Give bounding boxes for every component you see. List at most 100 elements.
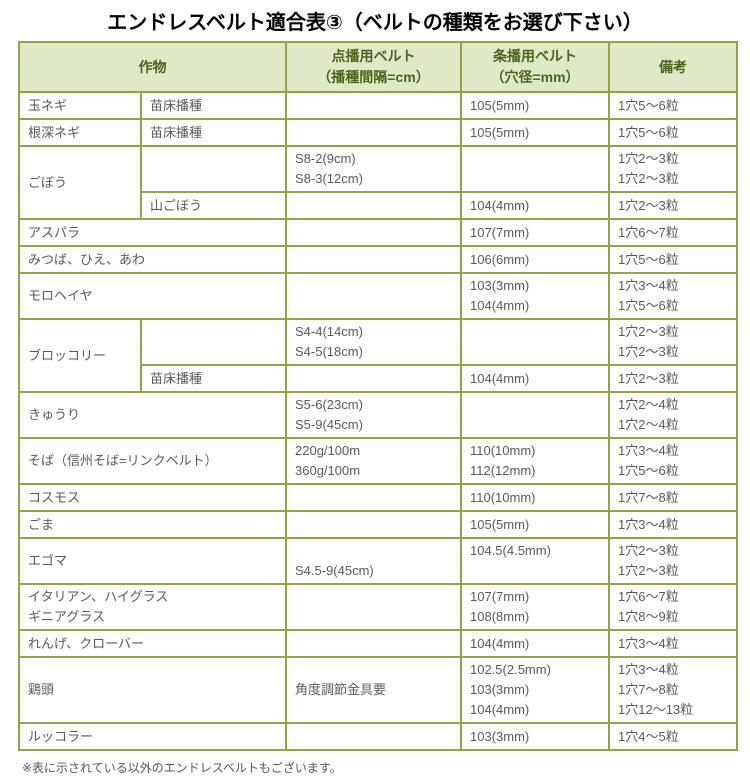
table-cell: 104.5(4.5mm) xyxy=(460,537,610,585)
page-title: エンドレスベルト適合表③（ベルトの種類をお選び下さい） xyxy=(107,12,643,34)
cell-line: ルッコラー xyxy=(28,728,94,744)
cell-line: 山ごぼう xyxy=(150,197,203,213)
cell-line: 220g/100m xyxy=(295,443,361,458)
column-header: 備考 xyxy=(608,41,738,93)
cell-line: 1穴5～6粒 xyxy=(618,463,679,478)
column-header: 条播用ベルト （穴径=mm） xyxy=(460,41,610,93)
table-cell: 1穴3～4粒 1穴5～6粒 xyxy=(608,272,738,320)
table-row: ごま 105(5mm) 1穴3～4粒 xyxy=(18,510,738,539)
table-cell xyxy=(285,191,462,220)
cell-line: 作物 xyxy=(138,58,167,75)
cell-line: S5-6(23cm) xyxy=(295,397,363,412)
cell-line xyxy=(295,541,452,561)
cell-line: 1穴4～5粒 xyxy=(618,728,679,744)
table-row: そば（信州そば=リンクベルト） 220g/100m 360g/100m 110(10m… xyxy=(18,437,738,485)
table-cell: 1穴6～7粒 1穴8～9粒 xyxy=(608,583,738,631)
cell-line: きゅうり xyxy=(28,407,81,422)
cell-line: 苗床播種 xyxy=(150,124,203,140)
cell-line xyxy=(295,597,452,617)
table-cell: 1穴7～8粒 xyxy=(608,483,738,512)
table-row: 苗床播種 104(4mm) 1穴2～3粒 xyxy=(19,364,738,393)
cell-line: 103(3mm) xyxy=(470,278,530,293)
cell-line xyxy=(295,369,452,389)
cell-line: コスモス xyxy=(28,489,81,505)
table-cell: 107(7mm) xyxy=(460,218,610,247)
cell-line: 104(4mm) xyxy=(470,702,530,717)
cell-line: （穴径=mm） xyxy=(490,69,580,85)
cell-line: （播種間隔=cm） xyxy=(317,69,430,85)
table-cell xyxy=(285,629,462,658)
table-row: コスモス 110(10mm) 1穴7～8粒 xyxy=(18,483,738,512)
table-cell: ブロッコリー xyxy=(18,318,142,393)
table-cell: コスモス xyxy=(18,483,287,512)
table-cell: エゴマ xyxy=(18,537,287,585)
table-cell xyxy=(285,722,462,751)
table-cell: 105(5mm) xyxy=(460,118,610,147)
table-cell xyxy=(285,483,462,512)
table-cell: 1穴3～4粒 xyxy=(608,629,738,658)
cell-line: S4-4(14cm) xyxy=(295,324,363,339)
table-cell xyxy=(285,583,462,631)
cell-line: アスパラ xyxy=(28,224,81,240)
cell-line: 1穴8～9粒 xyxy=(618,609,679,624)
cell-line xyxy=(295,223,452,243)
table-cell: きゅうり xyxy=(18,391,287,439)
cell-line xyxy=(295,123,452,143)
table-cell: 1穴2～4粒 1穴2～4粒 xyxy=(608,391,738,439)
cell-line: 1穴2～3粒 xyxy=(618,344,679,359)
table-cell: 苗床播種 xyxy=(140,91,287,120)
cell-line xyxy=(295,250,452,270)
cell-line: 104(4mm) xyxy=(470,635,530,651)
cell-line: 1穴7～8粒 xyxy=(618,489,679,505)
table-cell: 山ごぼう xyxy=(140,191,287,220)
cell-line xyxy=(470,405,600,425)
table-cell: 104(4mm) xyxy=(460,364,610,393)
cell-line: 104.5(4.5mm) xyxy=(470,543,551,558)
cell-line: 1穴2～3粒 xyxy=(618,370,679,386)
table-cell: 106(6mm) xyxy=(460,245,610,274)
cell-line: エゴマ xyxy=(28,553,68,568)
table-cell xyxy=(460,145,610,193)
cell-line: 苗床播種 xyxy=(150,370,203,386)
table-cell: 鶏頭 xyxy=(18,656,287,724)
cell-line: 105(5mm) xyxy=(470,97,530,113)
cell-line: 106(6mm) xyxy=(470,251,530,267)
cell-line: 105(5mm) xyxy=(470,516,530,532)
table-row: アスパラ 107(7mm) 1穴6～7粒 xyxy=(18,218,738,247)
cell-line: 107(7mm) xyxy=(470,224,530,240)
cell-line: 1穴2～3粒 xyxy=(618,151,679,166)
table-cell: 苗床播種 xyxy=(140,118,287,147)
table-cell xyxy=(285,272,462,320)
table-header: 作物 点播用ベルト （播種間隔=cm） 条播用ベルト （穴径=mm） 備考 xyxy=(18,41,738,93)
cell-line: 103(3mm) xyxy=(470,682,530,697)
table-cell: 102.5(2.5mm) 103(3mm) 104(4mm) xyxy=(460,656,610,724)
cell-line: 苗床播種 xyxy=(150,97,203,113)
cell-line xyxy=(470,561,600,581)
cell-line xyxy=(295,634,452,654)
cell-line: 備考 xyxy=(659,58,687,75)
cell-line: 104(4mm) xyxy=(470,197,530,213)
table-cell: 1穴5～6粒 xyxy=(608,245,738,274)
cell-line: 1穴2～3粒 xyxy=(618,563,679,578)
cell-line: S4.5-9(45cm) xyxy=(295,563,374,578)
cell-line: 根深ネギ xyxy=(28,124,81,140)
footnote: ※表に示されている以外のエンドレスベルトもございます。 xyxy=(22,761,342,775)
table-cell: 105(5mm) xyxy=(460,510,610,539)
cell-line: ごま xyxy=(28,516,55,532)
table-row: モロヘイヤ 103(3mm) 104(4mm) 1穴3～4粒 1穴5～6粒 xyxy=(18,272,738,320)
table-cell: 104(4mm) xyxy=(460,191,610,220)
table-cell: 1穴2～3粒 1穴2～3粒 xyxy=(608,537,738,585)
table-cell xyxy=(285,364,462,393)
table-cell: れんげ、クローバー xyxy=(18,629,287,658)
cell-line: 1穴7～8粒 xyxy=(618,682,679,697)
table-cell xyxy=(460,391,610,439)
cell-line xyxy=(470,332,600,352)
table-cell: 玉ネギ xyxy=(18,91,142,120)
cell-line: 角度調節金具要 xyxy=(295,682,387,697)
table-cell: S4-4(14cm) S4-5(18cm) xyxy=(285,318,462,366)
cell-line: S8-2(9cm) xyxy=(295,151,356,166)
cell-line xyxy=(295,488,452,508)
cell-line: 点播用ベルト xyxy=(331,48,416,64)
cell-line: 1穴3～4粒 xyxy=(618,443,679,458)
